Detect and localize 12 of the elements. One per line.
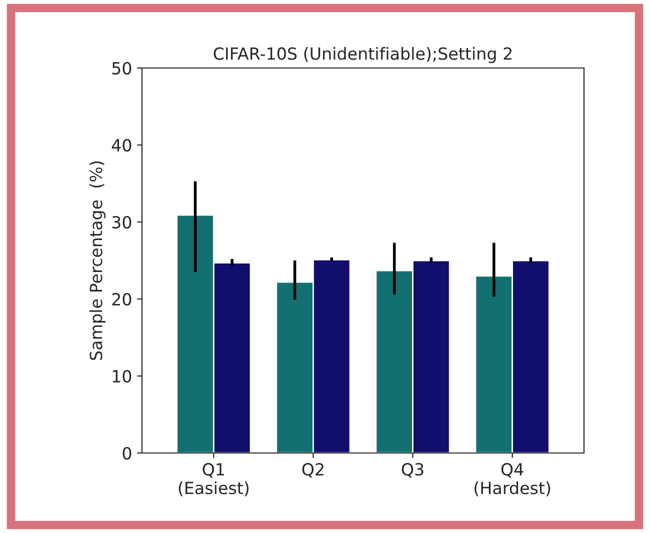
y-tick-label: 10 xyxy=(112,370,132,383)
y-tick-label: 40 xyxy=(112,138,132,152)
x-tick-label: Q3 xyxy=(402,463,424,478)
y-tick-label: 50 xyxy=(112,62,132,75)
x-tick-label: Q2 xyxy=(302,463,324,478)
x-tick-label: Q4 (Hardest) xyxy=(474,463,550,496)
x-tick-label: Q1 (Easiest) xyxy=(178,463,249,496)
y-tick-label: 0 xyxy=(122,446,132,460)
chart-title: CIFAR-10S (Unidentifiable);Setting 2 xyxy=(214,47,512,64)
y-tick-label: 30 xyxy=(112,216,132,229)
y-tick-label: 20 xyxy=(112,292,132,306)
y-axis-title: Sample Percentage (%) xyxy=(89,161,106,360)
